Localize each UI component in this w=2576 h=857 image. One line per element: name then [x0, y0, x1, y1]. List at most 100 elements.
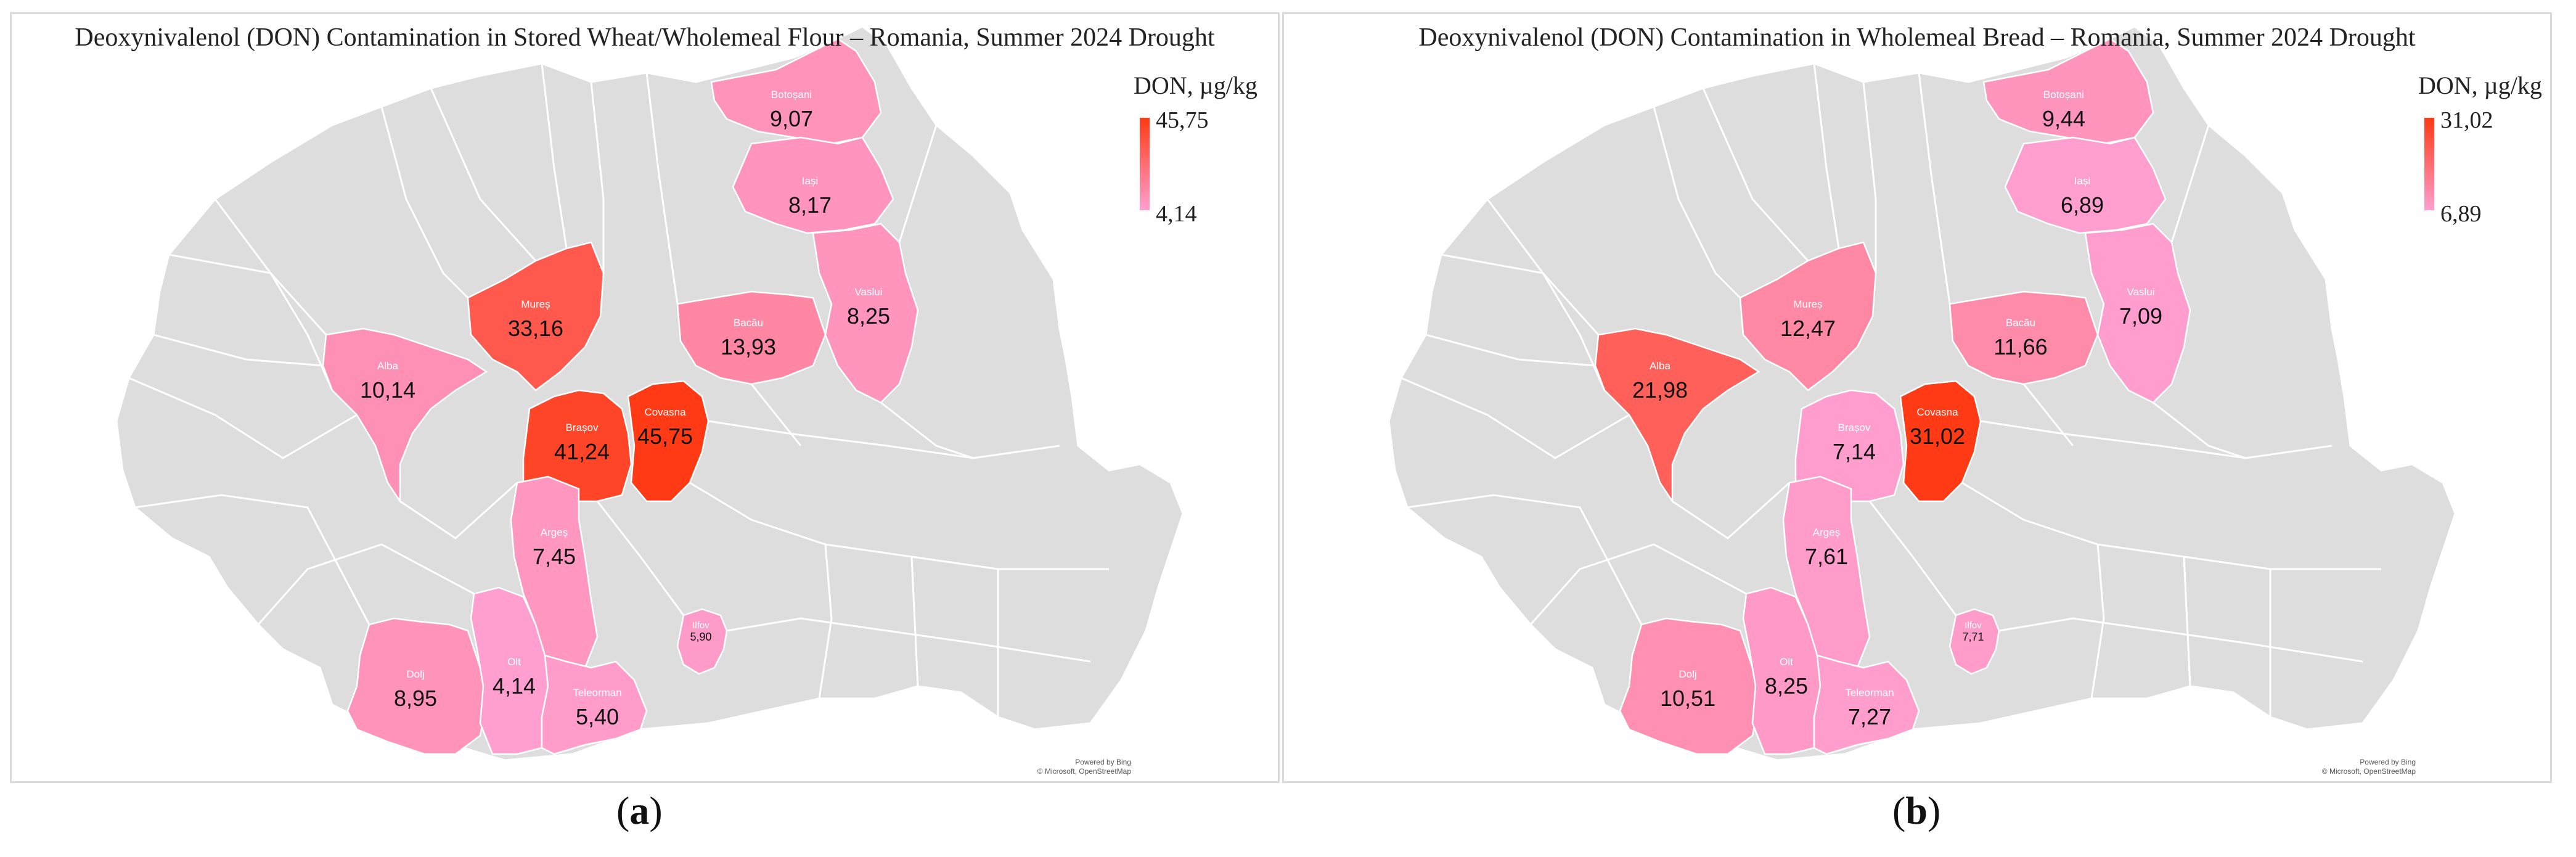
county-border [399, 482, 518, 539]
county-name-bacau: Bacău [734, 317, 763, 329]
county-value-vaslui: 8,25 [847, 303, 890, 329]
county-name-brasov: Brașov [566, 422, 599, 433]
county-botosani [710, 38, 882, 145]
panel-label-a: (a) [616, 789, 663, 832]
county-name-botosani: Botoșani [2043, 89, 2084, 100]
county-value-iasi: 6,89 [2061, 192, 2104, 218]
credit-copyright: © Microsoft, OpenStreetMap [2321, 767, 2416, 776]
county-border [2090, 544, 2105, 699]
county-name-dolj: Dolj [406, 668, 424, 680]
county-value-alba: 21,98 [1632, 377, 1688, 403]
county-value-dolj: 8,95 [394, 686, 437, 711]
county-name-bacau: Bacău [2006, 317, 2035, 329]
county-name-mures: Mureș [1793, 298, 1822, 310]
county-border [1702, 88, 1809, 262]
county-botosani [1982, 38, 2154, 145]
county-value-teleorman: 7,27 [1848, 704, 1891, 729]
county-value-botosani: 9,44 [2042, 106, 2085, 131]
county-ilfov [1948, 608, 2000, 675]
county-border [153, 334, 324, 367]
county-name-covasna: Covasna [644, 406, 686, 418]
county-bacau [1948, 290, 2099, 385]
county-name-arges: Argeș [1813, 527, 1840, 538]
legend-min: 6,89 [2440, 201, 2482, 227]
county-dolj [346, 617, 488, 755]
county-value-arges: 7,45 [533, 544, 576, 569]
county-name-teleorman: Teleorman [1845, 687, 1894, 699]
county-name-arges: Argeș [541, 527, 568, 538]
credit-copyright: © Microsoft, OpenStreetMap [1037, 767, 1131, 776]
county-border [1672, 482, 1791, 539]
county-border [898, 125, 938, 243]
panel-label-b: (b) [1892, 789, 1941, 832]
county-border [1918, 72, 1951, 305]
county-value-bacau: 13,93 [721, 334, 776, 359]
county-border [1407, 494, 1643, 625]
county-border [1813, 63, 1840, 249]
county-border [1862, 81, 1877, 273]
legend-title: DON, µg/kg [2418, 72, 2542, 99]
county-value-botosani: 9,07 [770, 106, 813, 131]
county-value-ilfov: 5,90 [690, 631, 711, 643]
county-border [430, 88, 537, 262]
county-mures [467, 241, 605, 392]
credit-powered-by: Powered by Bing [2360, 758, 2416, 766]
county-border [214, 199, 333, 391]
county-border [2170, 125, 2210, 243]
county-border [726, 617, 1091, 663]
county-border [590, 81, 605, 273]
county-brasov [1794, 389, 1905, 502]
map-credit: Powered by Bing © Microsoft, OpenStreetM… [2283, 758, 2416, 776]
county-border [1653, 106, 1741, 299]
county-border [134, 494, 370, 625]
county-border [1998, 617, 2363, 663]
county-border [596, 501, 685, 616]
county-value-dolj: 10,51 [1660, 686, 1715, 711]
county-border [380, 106, 469, 299]
county-name-botosani: Botoșani [771, 89, 812, 100]
county-name-vaslui: Vaslui [2127, 286, 2154, 298]
county-border [1486, 199, 1606, 391]
county-bacau [676, 290, 827, 385]
county-border [689, 482, 1109, 570]
county-brasov [522, 389, 632, 502]
romania-map-b: Botoșani 9,44 Iași 6,89 Vaslui 7,09 Bacău 11,66… [1388, 25, 2456, 761]
county-border [645, 72, 679, 305]
county-name-mures: Mureș [521, 298, 550, 310]
county-value-alba: 10,14 [360, 377, 415, 403]
county-teleorman [1813, 654, 1920, 755]
legend-title: DON, µg/kg [1134, 72, 1257, 99]
county-border [750, 383, 802, 446]
map-credit: Powered by Bing © Microsoft, OpenStreetM… [998, 758, 1131, 776]
county-covasna [1899, 380, 1982, 502]
county-border [168, 253, 327, 336]
county-dolj [1619, 617, 1760, 755]
county-border [1961, 482, 2381, 570]
county-border [1868, 501, 1957, 616]
county-value-bacau: 11,66 [1993, 334, 2047, 359]
county-name-iasi: Iași [2074, 175, 2090, 187]
map-panel-b: Botoșani 9,44 Iași 6,89 Vaslui 7,09 Bacău 11,66… [1282, 12, 2552, 783]
county-border [2153, 401, 2246, 459]
county-value-teleorman: 5,40 [576, 704, 619, 729]
legend-color-bar [2424, 118, 2434, 210]
county-alba [322, 327, 488, 504]
county-border [1980, 420, 2333, 459]
county-value-covasna: 31,02 [1910, 424, 1965, 449]
county-value-brasov: 7,14 [1833, 439, 1876, 464]
county-border [2022, 383, 2074, 446]
county-teleorman [541, 654, 648, 755]
county-name-vaslui: Vaslui [854, 286, 882, 298]
county-vaslui [2084, 223, 2191, 404]
county-value-ilfov: 7,71 [1962, 631, 1984, 643]
county-border [1529, 543, 1747, 625]
county-name-alba: Alba [377, 360, 399, 372]
legend-max: 45,75 [1156, 107, 1209, 133]
county-mures [1739, 241, 1877, 392]
county-border [541, 63, 568, 249]
county-name-brasov: Brașov [1838, 422, 1871, 433]
county-border [1441, 253, 1600, 336]
county-border [910, 556, 919, 687]
county-value-olt: 4,14 [493, 673, 536, 699]
county-name-olt: Olt [1780, 656, 1793, 668]
